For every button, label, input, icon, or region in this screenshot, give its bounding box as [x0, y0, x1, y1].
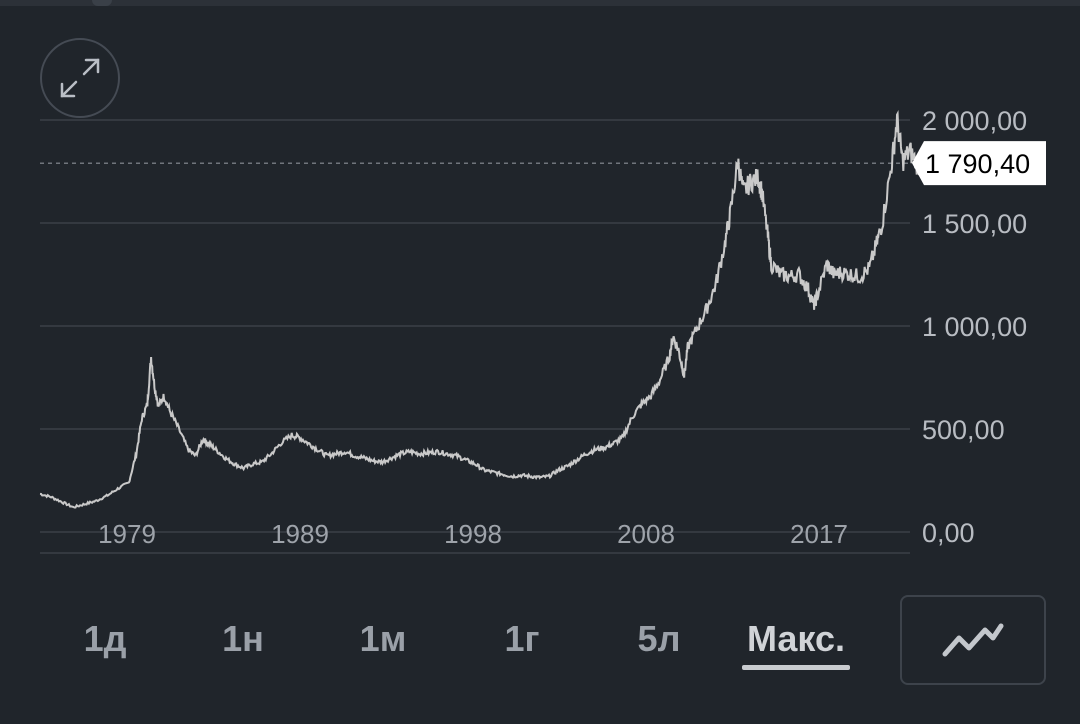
top-handle [92, 0, 112, 6]
expand-button[interactable] [40, 38, 120, 118]
y-tick-label: 2 000,00 [922, 106, 1027, 136]
current-price-label: 1 790,40 [925, 149, 1030, 179]
range-button-max[interactable]: Макс. [742, 614, 850, 670]
x-axis-labels: 1979 1989 1998 2008 2017 [98, 519, 848, 549]
y-tick-label: 1 500,00 [922, 209, 1027, 239]
price-series-line [39, 110, 926, 509]
current-price-badge: 1 790,40 [912, 141, 1046, 186]
x-tick-label: 1998 [444, 519, 502, 549]
range-button-5y[interactable]: 5л [637, 618, 681, 659]
gridlines [40, 119, 910, 554]
x-tick-label: 2008 [617, 519, 675, 549]
x-tick-label: 1989 [271, 519, 329, 549]
x-tick-label: 2017 [790, 519, 848, 549]
top-bar [0, 0, 1080, 6]
time-range-selector: 1д 1н 1м 1г 5л Макс. [0, 600, 900, 680]
expand-diagonal-icon [60, 58, 100, 98]
y-axis-labels: 2 000,00 1 500,00 1 000,00 500,00 0,00 [922, 106, 1027, 548]
current-price-badge-shape [912, 141, 1046, 186]
chart-type-button[interactable] [900, 595, 1046, 685]
x-tick-label: 1979 [98, 519, 156, 549]
range-button-1w[interactable]: 1н [222, 618, 264, 659]
y-tick-label: 0,00 [922, 518, 975, 548]
range-button-1d[interactable]: 1д [83, 618, 127, 659]
line-chart-icon [942, 623, 1004, 657]
y-tick-label: 500,00 [922, 415, 1005, 445]
range-button-1m[interactable]: 1м [359, 618, 407, 659]
range-button-1y[interactable]: 1г [504, 618, 540, 659]
y-tick-label: 1 000,00 [922, 312, 1027, 342]
